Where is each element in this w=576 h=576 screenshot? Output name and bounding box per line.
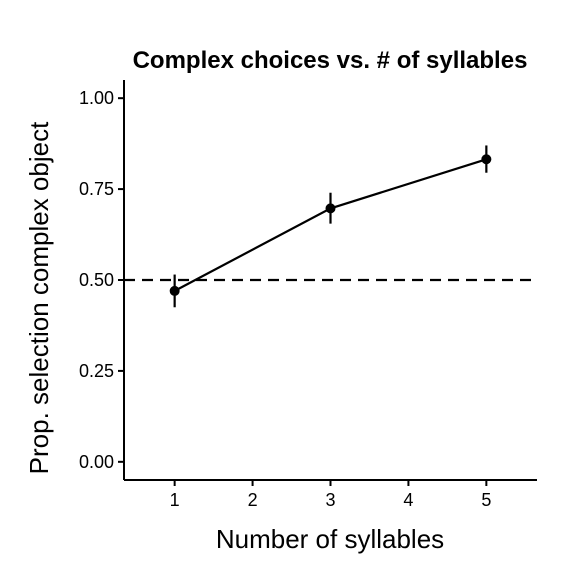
chart-title: Complex choices vs. # of syllables <box>133 47 528 74</box>
y-tick-label: 0.25 <box>79 361 114 381</box>
data-point <box>169 285 180 296</box>
y-tick-label: 1.00 <box>79 88 114 108</box>
y-tick-label: 0.75 <box>79 179 114 199</box>
data-point <box>481 154 492 165</box>
x-axis-title: Number of syllables <box>216 524 444 554</box>
x-tick-label: 5 <box>481 490 491 510</box>
x-tick-label: 4 <box>403 490 413 510</box>
y-tick-label: 0.00 <box>79 452 114 472</box>
y-axis-title: Prop. selection complex object <box>24 121 54 474</box>
series-line <box>174 158 487 292</box>
x-tick-label: 2 <box>248 490 258 510</box>
y-tick-label: 0.50 <box>79 270 114 290</box>
data-point <box>325 203 336 214</box>
x-tick-label: 1 <box>170 490 180 510</box>
x-tick-label: 3 <box>325 490 335 510</box>
